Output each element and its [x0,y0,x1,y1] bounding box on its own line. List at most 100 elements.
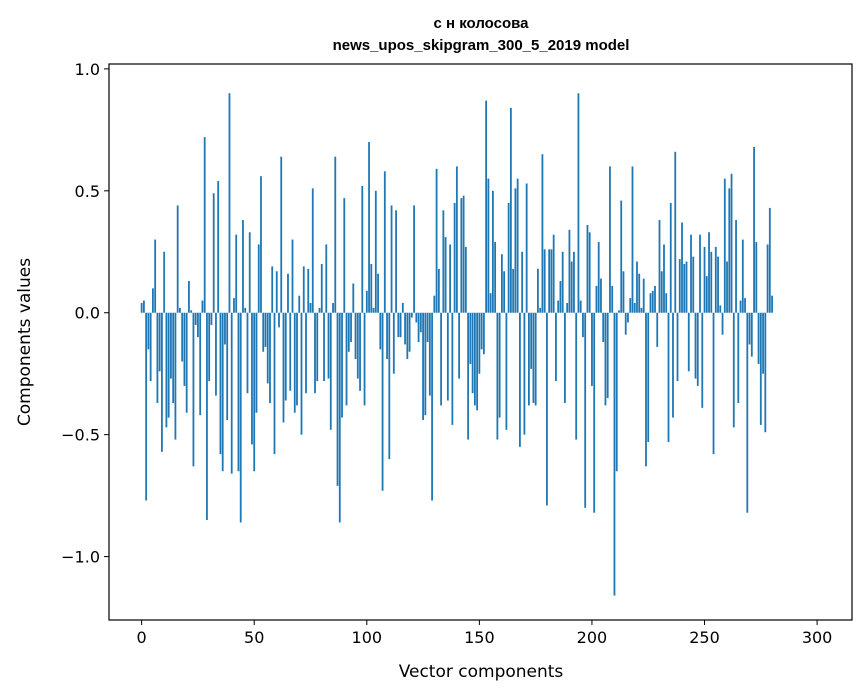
bar [665,293,668,313]
bar [415,312,418,323]
x-axis-label: Vector components [399,662,564,682]
bar [176,205,179,313]
bar [262,312,265,352]
bar [235,234,238,313]
bar [537,268,539,313]
bar [690,234,692,313]
bar [273,312,276,455]
bar [732,312,735,428]
x-tick-label: 200 [577,628,608,647]
bar [237,312,240,472]
bar [192,312,195,467]
bar [392,312,395,374]
bar [717,256,719,313]
bar [584,312,587,508]
bar [750,312,753,357]
bar [203,137,206,313]
bar [433,295,436,313]
bar [154,239,157,313]
bar [419,312,422,333]
bar [667,312,670,442]
bar [633,302,636,313]
bar [552,234,555,313]
bar [611,285,614,313]
bar [735,220,737,313]
bar [428,312,431,396]
bar [296,312,298,406]
bar [451,312,454,425]
bar [771,295,773,313]
bar [550,249,553,313]
bar [390,205,393,313]
bar [618,310,620,313]
bar [656,312,659,347]
bar [606,312,609,399]
bar [228,93,231,313]
bar [431,312,433,501]
bar [627,312,629,323]
bar [143,300,145,313]
bar [660,271,663,313]
bar [514,188,517,313]
bar [469,312,472,364]
bar [422,312,424,421]
bar [473,312,476,406]
bar [426,312,429,342]
bar [575,312,578,440]
bar [215,312,217,396]
bar [521,251,524,313]
bar [462,195,465,313]
bar [663,244,665,313]
x-tick-label: 300 [802,628,833,647]
bar [410,312,413,318]
bar [158,312,161,372]
bar [753,146,755,313]
y-axis-label: Components values [15,258,35,426]
y-tick-label: −0.5 [61,426,100,445]
bar [212,193,215,313]
bar [314,312,316,394]
bar [624,312,627,335]
bar [307,268,310,313]
bar [424,312,427,416]
bar [647,312,650,442]
bar [406,312,409,360]
bar [435,168,438,313]
bar [681,222,683,313]
bar [413,205,415,313]
bar [642,278,645,313]
y-tick-label: −1.0 [61,548,100,567]
bar [573,251,575,313]
bar [498,312,501,418]
x-axis-ticks: 0 50 100 150 200 250 300 [137,620,833,647]
bar [595,285,598,313]
bar [210,312,213,325]
bar [345,312,348,406]
bar [359,312,361,391]
bar [401,302,404,313]
x-tick-label: 100 [352,628,383,647]
bar [278,312,280,328]
bar [768,207,771,313]
bar [534,312,537,406]
bar [334,156,337,313]
bar [703,246,706,313]
bar [165,312,168,428]
bar [199,312,202,416]
bar [437,268,440,313]
bar [233,298,235,313]
bar [638,273,641,313]
x-tick-label: 250 [689,628,720,647]
bar [253,312,256,472]
bar [363,312,366,406]
bar [224,312,226,345]
bar [449,244,451,313]
bar [471,312,474,394]
bar [354,312,357,360]
bar [586,224,589,313]
bar [395,210,397,313]
bar [604,312,607,406]
bar [444,237,447,313]
bar [374,190,377,313]
